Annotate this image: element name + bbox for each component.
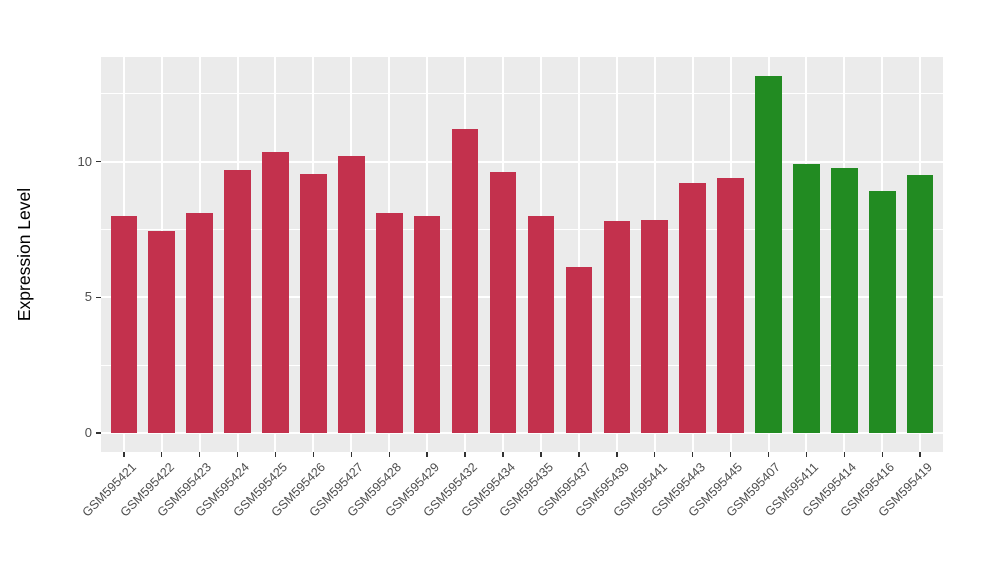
x-tick-mark bbox=[616, 452, 618, 457]
x-tick-mark bbox=[388, 452, 390, 457]
bar bbox=[376, 213, 403, 433]
x-tick-mark bbox=[578, 452, 580, 457]
gridline-horizontal-minor bbox=[101, 228, 943, 230]
y-tick-mark bbox=[96, 296, 101, 298]
x-tick-mark bbox=[729, 452, 732, 457]
bar bbox=[413, 215, 441, 433]
x-tick-mark bbox=[236, 452, 239, 457]
bar bbox=[300, 173, 327, 433]
x-tick-mark bbox=[502, 452, 504, 457]
x-tick-mark bbox=[919, 452, 921, 457]
bar bbox=[603, 221, 631, 433]
bar bbox=[451, 128, 479, 433]
y-tick-label: 5 bbox=[84, 289, 92, 305]
bar bbox=[565, 267, 593, 433]
bar bbox=[489, 172, 517, 433]
gridline-horizontal-minor bbox=[101, 364, 943, 366]
gridline-vertical-major bbox=[577, 57, 580, 452]
x-tick-mark bbox=[464, 452, 466, 457]
gridline-horizontal-minor bbox=[101, 93, 943, 95]
bar bbox=[338, 156, 365, 433]
bar bbox=[717, 177, 744, 433]
x-tick-mark bbox=[805, 452, 808, 457]
bar bbox=[641, 219, 668, 433]
x-tick-mark bbox=[691, 452, 694, 457]
y-tick-mark bbox=[96, 160, 101, 163]
x-tick-mark bbox=[160, 452, 163, 457]
bar bbox=[831, 168, 858, 433]
bar bbox=[110, 215, 137, 433]
x-tick-mark bbox=[843, 452, 846, 457]
x-tick-mark bbox=[653, 452, 656, 457]
y-axis-title-wrap: Expression Level bbox=[12, 57, 38, 452]
y-tick-mark bbox=[96, 432, 101, 434]
x-tick-mark bbox=[123, 452, 125, 457]
bar bbox=[186, 213, 213, 433]
bar bbox=[679, 183, 706, 433]
x-tick-mark bbox=[274, 452, 277, 457]
bar bbox=[869, 191, 896, 433]
x-tick-mark bbox=[426, 452, 428, 457]
y-tick-label: 0 bbox=[84, 424, 92, 440]
plot-panel bbox=[101, 57, 943, 452]
x-tick-mark bbox=[881, 452, 884, 457]
bar bbox=[755, 76, 782, 433]
y-tick-label: 10 bbox=[77, 153, 92, 169]
x-tick-mark bbox=[767, 452, 770, 457]
x-tick-mark bbox=[540, 452, 542, 457]
x-tick-mark bbox=[198, 452, 201, 457]
gridline-horizontal-major bbox=[101, 431, 943, 434]
bar bbox=[148, 230, 175, 433]
gridline-horizontal-major bbox=[101, 296, 943, 299]
y-axis-title: Expression Level bbox=[14, 187, 35, 322]
gridline-horizontal-major bbox=[101, 160, 943, 163]
bar bbox=[527, 215, 555, 433]
bar bbox=[906, 175, 934, 433]
bar bbox=[224, 169, 251, 433]
bar bbox=[262, 152, 289, 433]
bar bbox=[793, 164, 820, 433]
x-tick-mark bbox=[350, 452, 353, 457]
x-tick-mark bbox=[312, 452, 315, 457]
